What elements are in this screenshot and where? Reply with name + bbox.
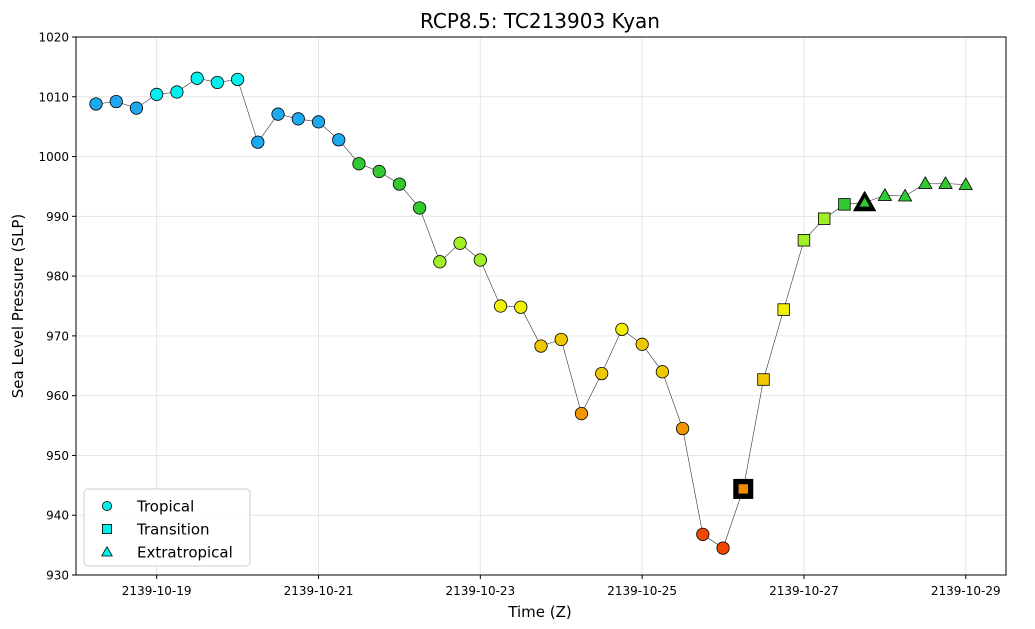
x-axis-ticks: 2139-10-19 2139-10-21 2139-10-23 2139-10-25… (122, 575, 1001, 598)
y-tick-label: 1010 (38, 90, 69, 104)
data-point (230, 72, 245, 87)
data-point (89, 97, 103, 111)
y-tick-label: 950 (46, 449, 69, 463)
data-point (797, 234, 811, 247)
markers (89, 71, 973, 555)
data-point (129, 101, 144, 115)
legend-box (83, 488, 251, 567)
data-point (210, 75, 224, 90)
y-tick-label: 930 (46, 569, 69, 583)
data-point (918, 176, 933, 189)
y-axis-label: Sea Level Pressure (SLP) (9, 214, 27, 399)
y-tick-label: 990 (46, 210, 69, 224)
legend-label: Transition (136, 521, 210, 539)
data-point (777, 303, 790, 316)
legend-label: Extratropical (137, 544, 233, 562)
data-point (877, 188, 892, 201)
data-point (574, 406, 589, 421)
data-point (473, 253, 487, 267)
data-point (493, 299, 508, 313)
data-point (150, 87, 164, 101)
data-point (675, 421, 690, 436)
y-tick-label: 1000 (38, 150, 69, 164)
data-point (453, 236, 467, 250)
data-point (716, 541, 730, 555)
data-point (170, 85, 184, 99)
data-point (514, 300, 528, 314)
data-point (898, 188, 913, 202)
x-tick-label: 2139-10-29 (931, 584, 1001, 598)
x-tick-label: 2139-10-25 (607, 584, 677, 598)
data-point (352, 157, 366, 171)
plot-frame (75, 36, 1007, 576)
x-tick-label: 2139-10-27 (769, 584, 839, 598)
data-point (109, 94, 123, 109)
data-point-highlight (737, 483, 749, 495)
data-point (372, 164, 386, 179)
legend-label: Tropical (136, 498, 194, 516)
data-point (958, 177, 973, 191)
data-point (251, 135, 265, 149)
y-tick-label: 970 (46, 329, 69, 343)
y-axis-ticks: 930 940 950 960 970 980 990 1000 1010 1020 (38, 31, 76, 583)
data-point (392, 177, 407, 191)
data-point (413, 201, 427, 215)
data-point (817, 212, 831, 225)
data-point (271, 107, 285, 121)
y-tick-label: 980 (46, 270, 69, 284)
data-point (938, 176, 953, 189)
data-point (595, 366, 609, 381)
data-point (433, 255, 447, 269)
data-point (554, 332, 568, 347)
data-point (635, 337, 649, 351)
data-point (534, 339, 548, 353)
data-point (696, 527, 710, 541)
legend-marker (101, 546, 113, 557)
data-point (615, 322, 629, 336)
data-point (190, 71, 204, 85)
legend-marker (102, 500, 113, 511)
data-point (757, 373, 770, 386)
y-tick-label: 1020 (38, 31, 69, 45)
y-tick-label: 960 (46, 389, 69, 403)
data-point (838, 198, 851, 211)
x-tick-label: 2139-10-21 (284, 584, 354, 598)
data-point (332, 133, 346, 147)
data-point-highlight (858, 196, 872, 208)
chart-title: RCP8.5: TC213903 Kyan (420, 9, 660, 33)
x-axis-label: Time (Z) (507, 603, 571, 621)
data-point (291, 112, 305, 126)
data-point (655, 365, 669, 379)
x-tick-label: 2139-10-23 (445, 584, 515, 598)
legend: Tropical Transition Extratropical (83, 488, 251, 567)
legend-marker (102, 524, 113, 535)
data-point (311, 115, 326, 129)
y-tick-label: 940 (46, 509, 69, 523)
x-tick-label: 2139-10-19 (122, 584, 192, 598)
